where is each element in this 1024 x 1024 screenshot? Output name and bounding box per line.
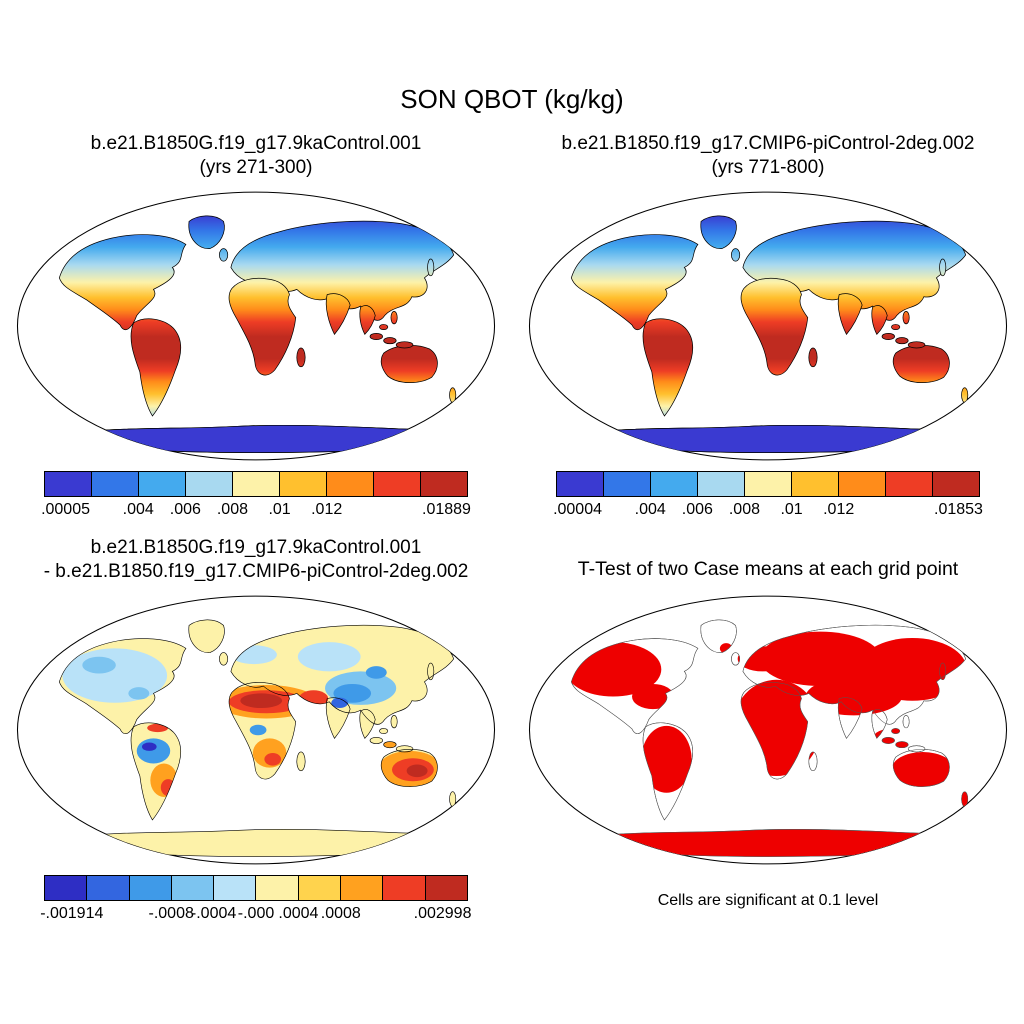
panel-case2-colorbar: .00004 .004 .006 .008 .01 .012 .01853 — [553, 471, 983, 521]
colorbar-segments — [44, 471, 468, 497]
colorbar-tick-label: .006 — [681, 501, 713, 518]
colorbar-segment — [233, 472, 280, 496]
colorbar-segment — [45, 472, 92, 496]
colorbar-tick-label: -.0008 — [148, 905, 194, 922]
colorbar-segment — [327, 472, 374, 496]
colorbar-tick-label: .008 — [216, 501, 248, 518]
colorbar-segment — [557, 472, 604, 496]
colorbar-segment — [745, 472, 792, 496]
colorbar-labels: .00004 .004 .006 .008 .01 .012 .01853 — [553, 501, 983, 521]
panel-case1-title-line2: (yrs 271-300) — [199, 156, 313, 178]
colorbar-segment — [186, 472, 233, 496]
panel-difference-title: b.e21.B1850G.f19_g17.9kaControl.001 - b.… — [0, 536, 512, 594]
panel-ttest-caption: Cells are significant at 0.1 level — [657, 892, 879, 909]
panel-case1-colorbar: .00005 .004 .006 .008 .01 .012 .01889 — [41, 471, 471, 521]
colorbar-segment — [425, 876, 467, 900]
colorbar-segment — [45, 876, 88, 900]
panel-case2-title-line1: b.e21.B1850.f19_g17.CMIP6-piControl-2deg… — [561, 133, 975, 154]
colorbar-tick-label: .01 — [268, 501, 291, 518]
panel-case2-map — [519, 190, 1017, 462]
colorbar-tick-label: .01853 — [933, 501, 983, 518]
figure-title: SON QBOT (kg/kg) — [400, 84, 624, 114]
panel-ttest-title: T-Test of two Case means at each grid po… — [512, 536, 1024, 594]
colorbar-tick-label: -.0004 — [190, 905, 237, 922]
colorbar-tick-label: .00004 — [553, 501, 603, 518]
panel-difference: b.e21.B1850G.f19_g17.9kaControl.001 - b.… — [0, 536, 512, 925]
panel-case2-title-line2: (yrs 771-800) — [711, 156, 825, 178]
panel-difference-map — [7, 594, 505, 866]
colorbar-segment — [839, 472, 886, 496]
colorbar-segment — [421, 472, 467, 496]
colorbar-tick-label: .01 — [780, 501, 803, 518]
colorbar-tick-label: .004 — [122, 501, 154, 518]
colorbar-segment — [139, 472, 186, 496]
panel-case2-title: b.e21.B1850.f19_g17.CMIP6-piControl-2deg… — [512, 132, 1024, 190]
colorbar-tick-label: .008 — [728, 501, 760, 518]
panel-difference-title-line2: - b.e21.B1850.f19_g17.CMIP6-piControl-2d… — [43, 560, 469, 582]
colorbar-segments — [556, 471, 980, 497]
panel-case1: b.e21.B1850G.f19_g17.9kaControl.001 (yrs… — [0, 132, 512, 521]
panel-ttest: T-Test of two Case means at each grid po… — [512, 536, 1024, 910]
panel-difference-colorbar: -.001914 -.0008 -.0004 -.000.0004.0008 .0029… — [40, 875, 471, 925]
colorbar-segment — [341, 876, 384, 900]
colorbar-tick-label: .004 — [634, 501, 666, 518]
panel-ttest-map — [519, 594, 1017, 866]
colorbar-segment — [280, 472, 327, 496]
colorbar-segment — [256, 876, 299, 900]
colorbar-tick-label: .002998 — [413, 905, 472, 922]
colorbar-labels: .00005 .004 .006 .008 .01 .012 .01889 — [41, 501, 471, 521]
panel-case1-title-line1: b.e21.B1850G.f19_g17.9kaControl.001 — [90, 133, 422, 154]
colorbar-segment — [374, 472, 421, 496]
colorbar-segment — [933, 472, 979, 496]
colorbar-segment — [129, 876, 172, 900]
colorbar-segment — [792, 472, 839, 496]
colorbar-tick-label: .01889 — [421, 501, 471, 518]
colorbar-segment — [214, 876, 257, 900]
colorbar-segment — [298, 876, 342, 900]
colorbar-segment — [92, 472, 139, 496]
colorbar-tick-label: -.001914 — [40, 905, 104, 922]
panel-case1-title: b.e21.B1850G.f19_g17.9kaControl.001 (yrs… — [0, 132, 512, 190]
colorbar-segment — [886, 472, 933, 496]
colorbar-segments — [44, 875, 468, 901]
colorbar-segment — [171, 876, 215, 900]
colorbar-segment — [698, 472, 745, 496]
colorbar-segment — [383, 876, 426, 900]
panel-ttest-title-line1: T-Test of two Case means at each grid po… — [577, 558, 959, 580]
colorbar-tick-label: -.000 — [237, 905, 275, 922]
colorbar-tick-label: .0004 — [278, 905, 319, 922]
colorbar-tick-label: .012 — [823, 501, 855, 518]
colorbar-tick-label: .012 — [311, 501, 343, 518]
panel-difference-title-line1: b.e21.B1850G.f19_g17.9kaControl.001 — [90, 537, 422, 558]
colorbar-labels: -.001914 -.0008 -.0004 -.000.0004.0008 .0029… — [40, 905, 471, 925]
colorbar-segment — [604, 472, 651, 496]
colorbar-tick-label: .0008 — [320, 905, 361, 922]
panel-case2: b.e21.B1850.f19_g17.CMIP6-piControl-2deg… — [512, 132, 1024, 521]
panel-case1-map — [7, 190, 505, 462]
colorbar-segment — [651, 472, 698, 496]
colorbar-tick-label: .00005 — [41, 501, 91, 518]
colorbar-tick-label: .006 — [169, 501, 201, 518]
colorbar-segment — [87, 876, 130, 900]
